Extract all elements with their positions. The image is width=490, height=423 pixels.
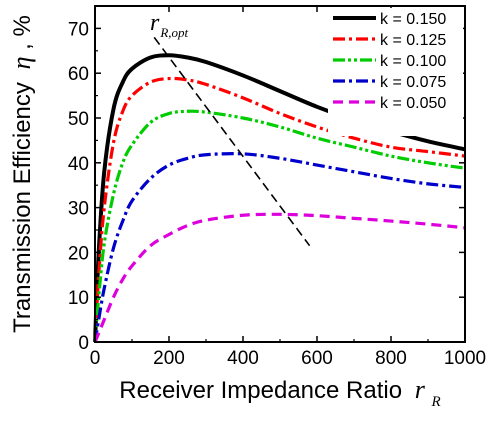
y-tick-label: 10 <box>68 288 89 309</box>
optimal-ratio-line: rR,opt <box>150 10 311 247</box>
legend: k = 0.150 k = 0.125 k = 0.100 k = 0.075 k = … <box>328 8 463 136</box>
y-tick-label: 0 <box>78 333 89 354</box>
y-tick-label: 40 <box>68 154 89 175</box>
x-tick-label: 600 <box>301 348 333 369</box>
x-tick-label: 200 <box>153 348 185 369</box>
r-opt-dashed-line <box>153 36 311 247</box>
y-tick-label: 70 <box>68 19 89 40</box>
y-axis-title: Transmission Efficiency η , % <box>7 15 36 333</box>
x-tick-label: 400 <box>227 348 259 369</box>
x-axis-title: Receiver Impedance Ratio r R <box>119 375 440 410</box>
y-tick-label: 20 <box>68 243 89 264</box>
series-line-4 <box>93 152 466 343</box>
x-axis: 0 200 400 600 800 1000 <box>90 6 486 369</box>
x-tick-label: 1000 <box>444 348 486 369</box>
series-line-3 <box>93 109 466 343</box>
legend-label-2: k = 0.125 <box>380 32 446 49</box>
series-line-5 <box>93 212 466 343</box>
y-tick-label: 30 <box>68 199 89 220</box>
legend-label-3: k = 0.100 <box>380 53 446 70</box>
y-tick-label: 50 <box>68 109 89 130</box>
legend-label-1: k = 0.150 <box>380 11 446 28</box>
r-opt-label: rR,opt <box>150 10 189 40</box>
x-tick-label: 800 <box>375 348 407 369</box>
y-tick-label: 60 <box>68 64 89 85</box>
legend-box <box>328 8 463 136</box>
legend-label-4: k = 0.075 <box>380 74 446 91</box>
x-tick-label: 0 <box>90 348 101 369</box>
legend-label-5: k = 0.050 <box>380 95 446 112</box>
series-line-2 <box>93 76 466 343</box>
y-axis: 0 10 20 30 40 50 60 70 <box>68 19 465 354</box>
